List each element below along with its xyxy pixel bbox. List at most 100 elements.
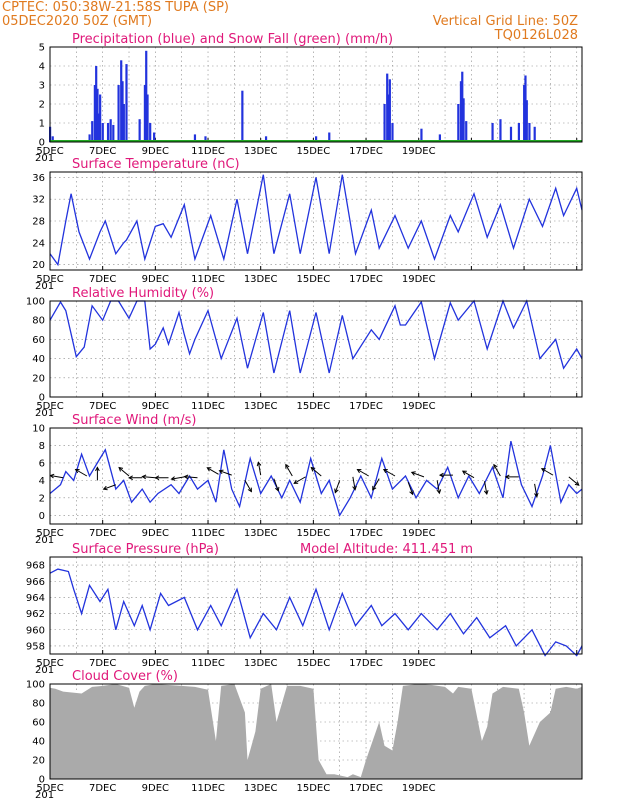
wind-arrow-shaft (219, 470, 232, 476)
x-tick-label: 17DEC (349, 528, 383, 539)
precip-bar (138, 119, 141, 142)
y-tick-label: 20 (32, 756, 45, 767)
wind-arrow (334, 480, 341, 494)
x-tick-label: 5DEC (36, 401, 63, 412)
panel-title: Relative Humidity (%) (72, 286, 214, 301)
wind-arrow (293, 476, 306, 484)
precip-bar (88, 134, 91, 142)
y-tick-label: 3 (39, 81, 45, 92)
wind-arrow-head (534, 492, 539, 498)
wind-arrow (49, 473, 64, 479)
x-tick-label: 15DEC (296, 783, 330, 794)
wind-arrow-head (436, 489, 442, 495)
wind-arrow-head (95, 466, 100, 472)
wind-arrow-shaft (372, 478, 380, 491)
precip-bar (315, 136, 318, 142)
precip-bar (388, 79, 391, 142)
precip-bar (112, 124, 115, 142)
wind-arrow-shaft (184, 476, 198, 479)
y-tick-label: 40 (32, 737, 45, 748)
precip-bar (457, 104, 460, 142)
wind-arrow-shaft (257, 462, 262, 476)
wind-arrow-head (382, 468, 388, 474)
precip-bar (125, 64, 128, 142)
precip-bar (517, 123, 520, 142)
precip-bar (462, 98, 465, 142)
wind-arrow-shaft (103, 484, 117, 490)
y-tick-label: 40 (32, 354, 45, 365)
wind-arrow (118, 466, 130, 477)
wind-arrow-head (372, 485, 377, 491)
wind-arrow (244, 480, 252, 493)
precip-bar (117, 85, 120, 142)
x-tick-label: 17DEC (349, 658, 383, 669)
precip-bar (391, 123, 394, 142)
x-tick-label: 19DEC (402, 528, 436, 539)
precip-bar (101, 123, 104, 142)
x-tick-label: 7DEC (89, 658, 116, 669)
y-tick-label: 958 (26, 641, 45, 652)
precip-bar (146, 94, 149, 142)
y-tick-label: 32 (32, 195, 45, 206)
wind-arrow-head (141, 474, 147, 480)
x-tick-label: 13DEC (244, 146, 278, 157)
panel-5: Surface Pressure (hPa) Model Altitude: 41… (26, 542, 583, 676)
precip-bar (193, 134, 197, 142)
x-tick-label: 9DEC (142, 783, 169, 794)
x-tick-label: 11DEC (191, 401, 225, 412)
panel-title: Cloud Cover (%) (72, 669, 178, 684)
precip-bar (387, 94, 390, 142)
header-location: CPTEC: 050:38W-21:58S TUPA (SP) (2, 0, 229, 15)
cloud-cover-area (50, 684, 582, 779)
y-tick-label: 20 (32, 260, 45, 271)
y-tick-label: 36 (32, 173, 45, 184)
wind-arrow-shaft (407, 481, 414, 495)
panel-6: Cloud Cover (%) 0 20 40 60 80 100 5DEC 7DEC 9DEC 1… (26, 669, 583, 800)
precip-bar (491, 123, 494, 142)
wind-arrow (310, 466, 322, 477)
wind-arrow-head (206, 467, 212, 472)
precip-bar (121, 81, 124, 142)
wind-arrow (493, 463, 501, 477)
precip-bar (122, 104, 125, 142)
precip-bar (204, 136, 207, 142)
wind-arrow-head (540, 468, 546, 473)
x-tick-label: 19DEC (402, 658, 436, 669)
x-tick-label: 5DEC (36, 274, 63, 285)
x-tick-label: 15DEC (296, 146, 330, 157)
x-tick-label: 13DEC (244, 274, 278, 285)
y-tick-label: 80 (32, 699, 45, 710)
y-tick-label: 20 (32, 373, 45, 384)
x-tick-label: 17DEC (349, 401, 383, 412)
wind-arrow-head (409, 490, 414, 496)
wind-arrow (95, 466, 100, 481)
panel-frame (49, 427, 583, 525)
precip-bar (51, 136, 54, 142)
x-tick-label: 13DEC (244, 401, 278, 412)
wind-arrow-shaft (75, 469, 88, 477)
x-tick-label: 11DEC (191, 658, 225, 669)
x-tick-label: 19DEC (402, 783, 436, 794)
precip-bar (465, 121, 468, 142)
precip-bar (120, 60, 123, 142)
wind-arrow-shaft (493, 464, 501, 477)
year-fragment-label: 201 (35, 535, 54, 546)
precip-bar (96, 88, 99, 142)
precip-bar (386, 73, 389, 142)
panel-frame (49, 46, 583, 143)
wind-arrow-head (170, 476, 176, 481)
precip-bar (153, 132, 156, 142)
panel-3: Relative Humidity (%) 0 20 40 60 80 100 5DEC 7DE… (26, 286, 583, 419)
wind-arrow (170, 476, 185, 481)
y-tick-label: 60 (32, 718, 45, 729)
wind-arrow-head (574, 481, 580, 486)
wind-arrow-head (483, 490, 489, 496)
precip-bar (328, 132, 331, 142)
wind-arrow-head (274, 486, 280, 492)
precip-bar (106, 123, 110, 142)
wind-arrow-shaft (244, 480, 252, 492)
precip-bar (499, 119, 502, 142)
x-tick-label: 17DEC (349, 146, 383, 157)
wind-arrow-head (438, 472, 444, 478)
x-tick-label: 5DEC (36, 658, 63, 669)
